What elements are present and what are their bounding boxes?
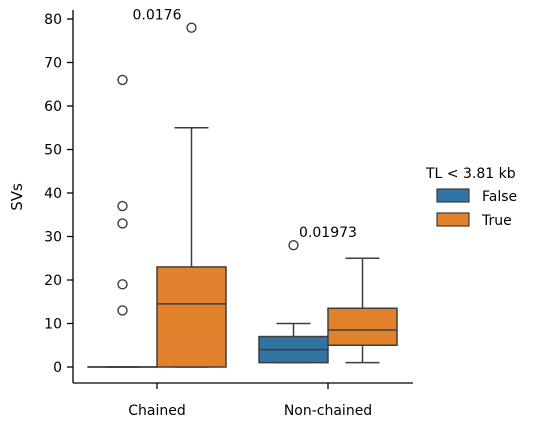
p-value-annotation: 0.0176 (133, 8, 182, 24)
box-false-non-chained (258, 239, 329, 364)
box-true-non-chained (327, 257, 398, 364)
box-true-chained (156, 22, 227, 368)
y-tick-label: 80 (44, 12, 62, 28)
legend: TL < 3.81 kb False True (425, 166, 517, 229)
y-tick-label: 20 (44, 273, 62, 289)
outlier-point (117, 200, 128, 212)
box-body (156, 266, 227, 368)
outlier-point (288, 239, 299, 251)
outlier-point (117, 218, 128, 229)
annotations: 0.0176 0.01973 (133, 8, 357, 241)
y-tick-label: 10 (44, 317, 62, 333)
y-tick-label: 70 (44, 56, 62, 72)
x-ticks: Chained Non-chained (128, 383, 372, 419)
x-tick-label: Non-chained (284, 403, 372, 419)
legend-label-true: True (481, 213, 512, 229)
y-tick-label: 30 (44, 230, 62, 246)
y-tick-label: 40 (44, 186, 62, 202)
legend-swatch-true (436, 212, 470, 227)
y-ticks: 0 10 20 30 40 50 60 70 80 (44, 12, 73, 376)
outlier-point (186, 22, 197, 33)
y-tick-label: 60 (44, 99, 62, 115)
y-tick-label: 50 (44, 143, 62, 159)
outlier-point (117, 279, 128, 290)
p-value-annotation: 0.01973 (299, 225, 357, 241)
box-false-chained (87, 74, 158, 368)
legend-label-false: False (482, 189, 517, 205)
axes (72, 10, 413, 384)
y-axis-label: SVs (8, 183, 26, 211)
outlier-point (117, 74, 128, 86)
outlier-point (117, 305, 128, 316)
box-body (327, 307, 398, 346)
legend-swatch-false (436, 188, 470, 203)
plot-area (87, 22, 398, 368)
x-tick-label: Chained (128, 403, 186, 419)
legend-title: TL < 3.81 kb (425, 166, 516, 182)
y-tick-label: 0 (53, 360, 62, 376)
